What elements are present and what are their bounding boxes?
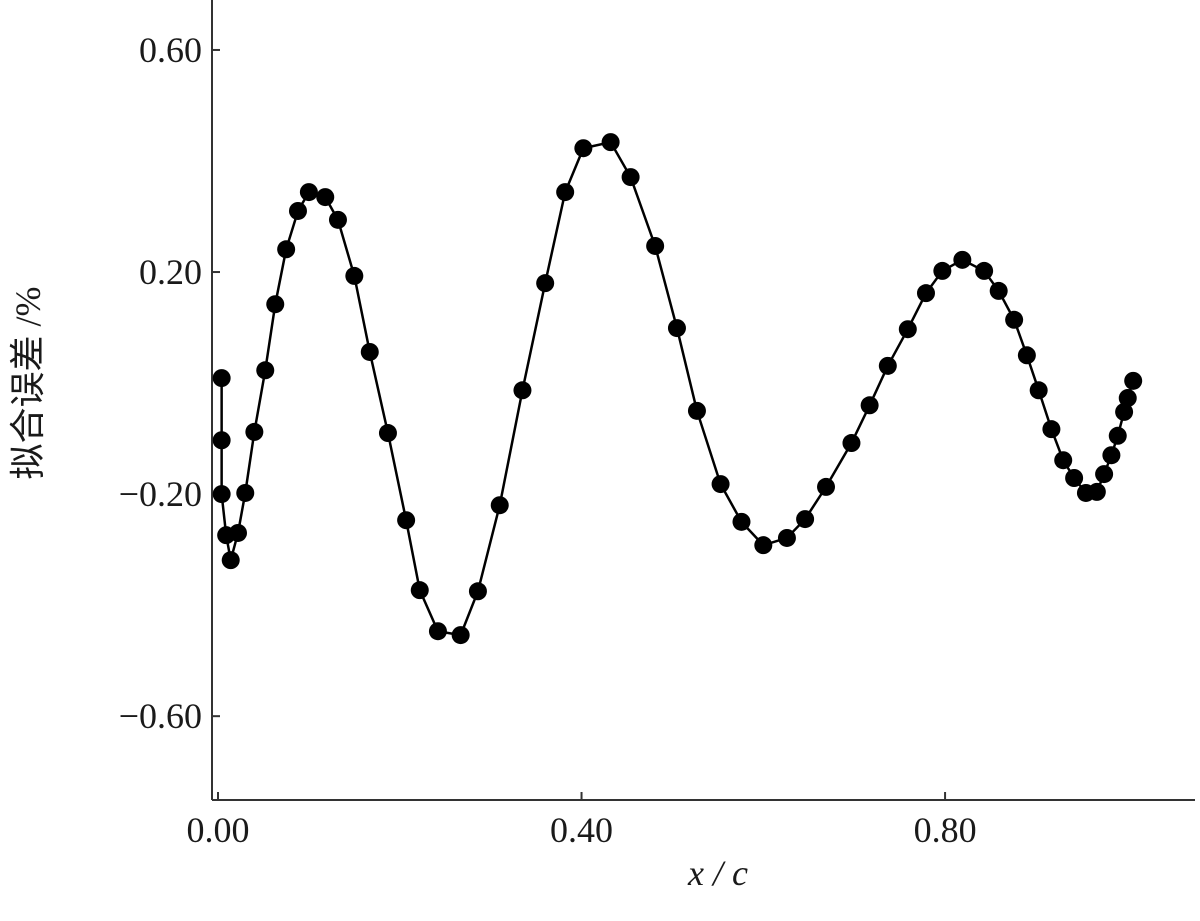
data-point [646,236,665,255]
data-point [878,356,897,375]
data-point [574,139,593,158]
x-axis-label: x / c [687,853,748,893]
x-tick-label: 0.00 [186,810,249,850]
data-point [1095,465,1114,484]
data-line [220,140,1135,637]
data-point [490,496,509,515]
data-point [621,168,640,187]
data-point [1115,402,1134,421]
data-point [451,626,470,645]
data-point [245,422,264,441]
data-point [212,369,231,388]
data-point [1054,451,1073,470]
y-tick-label: 0.60 [139,30,202,70]
data-point [1029,381,1048,400]
data-point [953,250,972,269]
y-tick-label: −0.20 [119,474,202,514]
data-point [601,133,620,152]
data-point [817,477,836,496]
data-point [266,295,285,314]
data-point [975,261,994,280]
data-point [221,551,240,570]
y-axis-label: 拟合误差 /% [8,287,48,480]
data-point [299,183,318,202]
data-point [360,342,379,361]
data-point [687,401,706,420]
data-point [860,396,879,415]
data-point [1108,426,1127,445]
data-point [410,581,429,600]
data-point [667,319,686,338]
data-point [1042,420,1061,439]
data-point [1005,310,1024,329]
data-point [228,523,247,542]
data-point [212,485,231,504]
data-point [732,512,751,531]
data-point [513,381,532,400]
data-point [468,582,487,601]
data-point [428,622,447,641]
data-point [316,188,335,207]
data-point [328,210,347,229]
data-point [933,261,952,280]
data-point [754,536,773,555]
x-tick-label: 0.80 [914,810,977,850]
data-point [916,284,935,303]
data-point [1017,346,1036,365]
data-point [1087,482,1106,501]
data-point [796,510,815,529]
data-point [345,266,364,285]
x-tick-label: 0.40 [550,810,613,850]
data-point [212,431,231,450]
data-point [1124,371,1143,390]
data-point [842,434,861,453]
data-point [1102,446,1121,465]
data-point [288,201,307,220]
data-point [256,361,275,380]
data-point [989,281,1008,300]
data-point [898,320,917,339]
data-point [277,240,296,259]
data-point [1118,389,1137,408]
data-point [1065,469,1084,488]
data-point [378,424,397,443]
data-point [397,511,416,530]
data-point [556,183,575,202]
data-point [711,475,730,494]
y-tick-label: −0.60 [119,696,202,736]
data-point [536,274,555,293]
y-tick-label: 0.20 [139,252,202,292]
data-point [777,528,796,547]
data-point [236,483,255,502]
